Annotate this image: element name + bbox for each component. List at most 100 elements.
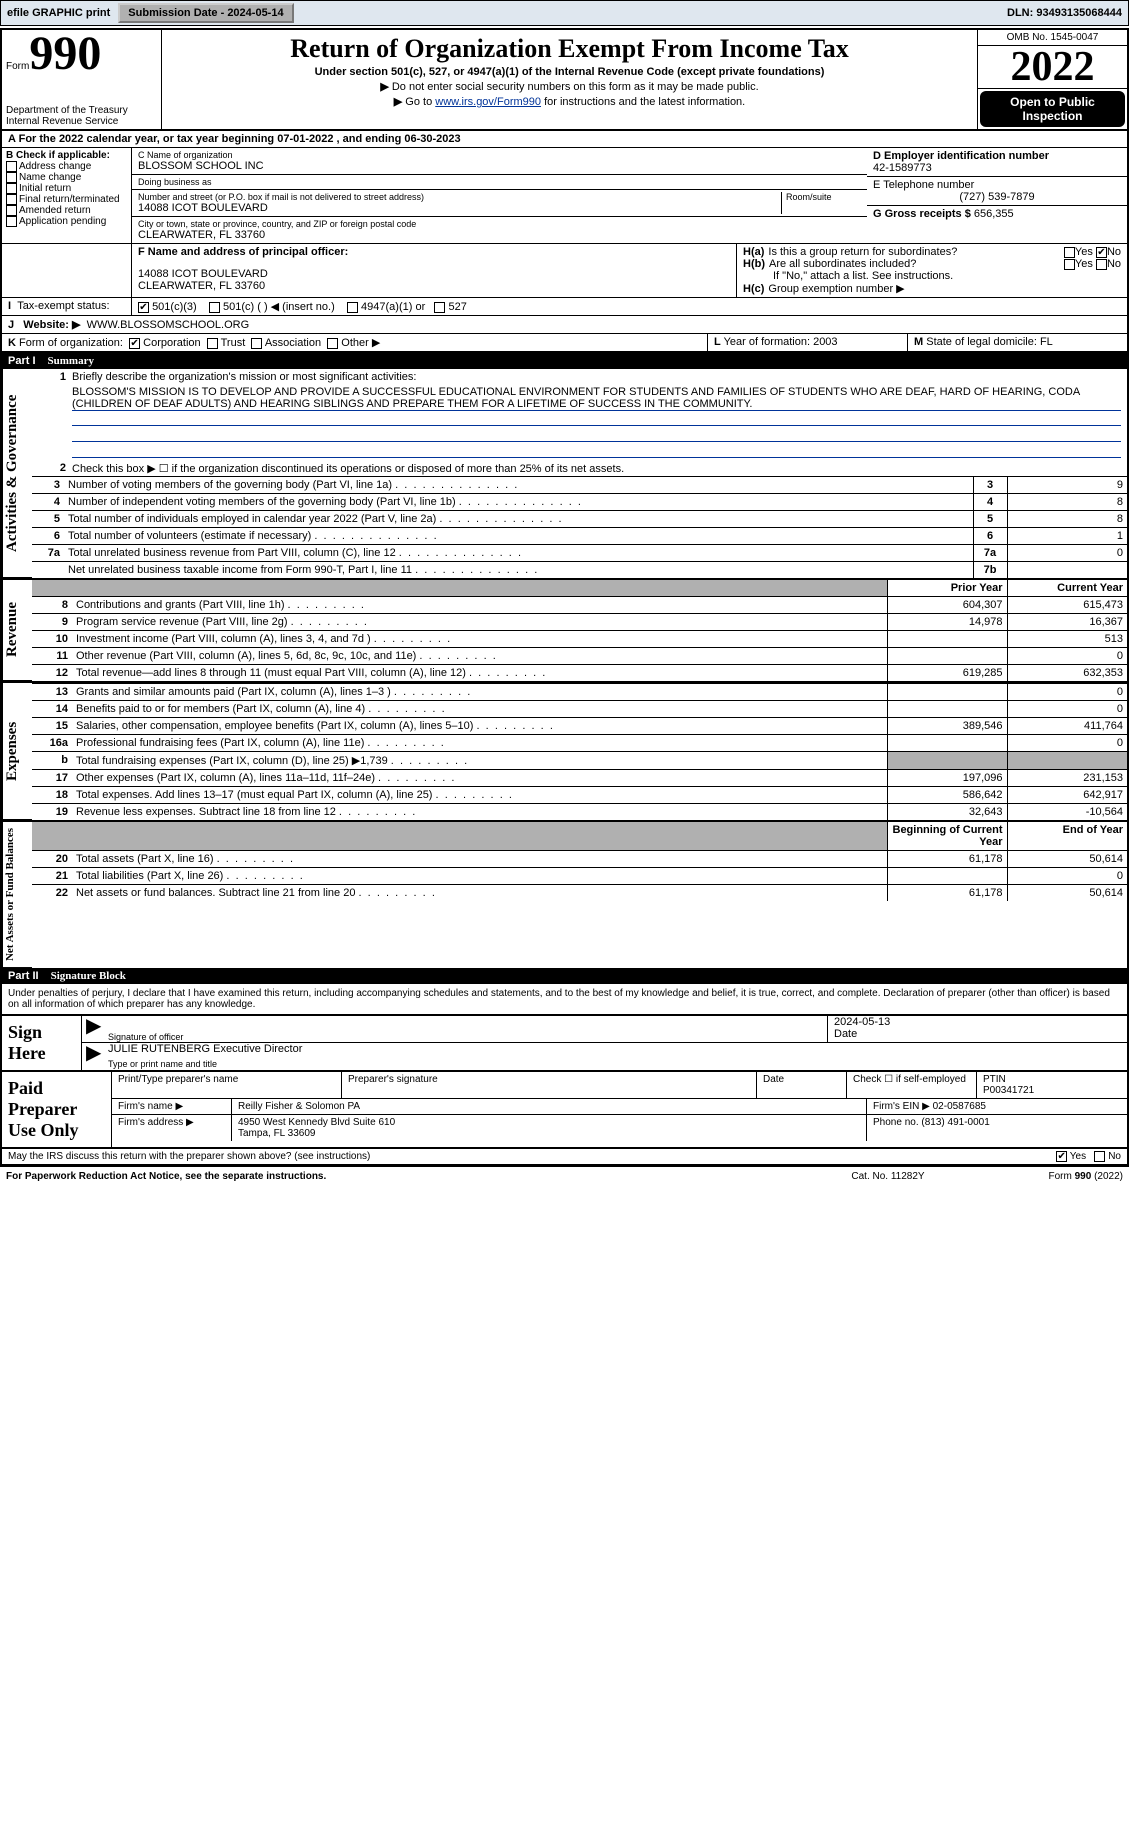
- table-row: 3Number of voting members of the governi…: [32, 477, 1127, 494]
- header-right: OMB No. 1545-0047 2022 Open to Public In…: [977, 30, 1127, 129]
- vtab-expenses: Expenses: [2, 683, 32, 820]
- line-2: 2 Check this box ▶ ☐ if the organization…: [32, 460, 1127, 476]
- table-row: 16aProfessional fundraising fees (Part I…: [32, 735, 1127, 752]
- f-spacer: [2, 244, 132, 297]
- cb-initial-return[interactable]: Initial return: [6, 183, 127, 194]
- org-identity-column: C Name of organization BLOSSOM SCHOOL IN…: [132, 148, 867, 243]
- table-row: 17Other expenses (Part IX, column (A), l…: [32, 770, 1127, 787]
- hb-note: If "No," attach a list. See instructions…: [743, 270, 1121, 282]
- cb-address-change[interactable]: Address change: [6, 161, 127, 172]
- gross-receipts-cell: G Gross receipts $ 656,355: [867, 206, 1127, 222]
- dba-cell: Doing business as: [132, 175, 867, 190]
- arrow-icon: ▶: [82, 1043, 102, 1069]
- vtab-activities: Activities & Governance: [2, 369, 32, 578]
- year-header-row: Prior Year Current Year: [32, 580, 1127, 597]
- discuss-row: May the IRS discuss this return with the…: [2, 1149, 1127, 1165]
- officer-name-field: JULIE RUTENBERG Executive Director Type …: [102, 1043, 1127, 1069]
- form-title: Return of Organization Exempt From Incom…: [168, 34, 971, 64]
- table-row: 4Number of independent voting members of…: [32, 494, 1127, 511]
- part-i-header: Part I Summary: [2, 353, 1127, 369]
- table-row: 12Total revenue—add lines 8 through 11 (…: [32, 665, 1127, 682]
- firm-ein: Firm's EIN ▶ 02-0587685: [867, 1099, 1127, 1114]
- table-row: 9Program service revenue (Part VIII, lin…: [32, 614, 1127, 631]
- cb-application-pending[interactable]: Application pending: [6, 216, 127, 227]
- cb-527[interactable]: [434, 302, 445, 313]
- note-irs-link: ▶ Go to www.irs.gov/Form990 for instruct…: [168, 95, 971, 108]
- revenue-block: Revenue Prior Year Current Year 8Contrib…: [2, 578, 1127, 681]
- tax-year: 2022: [978, 46, 1127, 89]
- tax-exempt-status-row: I Tax-exempt status: 501(c)(3) 501(c) ( …: [2, 298, 1127, 316]
- summary-lines: 1 Briefly describe the organization's mi…: [32, 369, 1127, 578]
- cb-association[interactable]: [251, 338, 262, 349]
- form-footer: For Paperwork Reduction Act Notice, see …: [0, 1169, 1129, 1184]
- cb-amended-return[interactable]: Amended return: [6, 205, 127, 216]
- table-row: 18Total expenses. Add lines 13–17 (must …: [32, 787, 1127, 804]
- cb-501c3[interactable]: [138, 302, 149, 313]
- line-1: 1 Briefly describe the organization's mi…: [32, 369, 1127, 384]
- irs-gov-link[interactable]: www.irs.gov/Form990: [435, 96, 541, 108]
- ein-cell: D Employer identification number 42-1589…: [867, 148, 1127, 177]
- discuss-yes-checkbox[interactable]: [1056, 1151, 1067, 1162]
- gross-receipts-value: 656,355: [974, 208, 1014, 220]
- mission-blank-3: [72, 444, 1121, 458]
- penalty-statement: Under penalties of perjury, I declare th…: [2, 984, 1127, 1014]
- table-row: 19Revenue less expenses. Subtract line 1…: [32, 804, 1127, 821]
- tax-period-row: A For the 2022 calendar year, or tax yea…: [2, 131, 1127, 148]
- submission-date-button[interactable]: Submission Date - 2024-05-14: [118, 3, 293, 23]
- website-url: WWW.BLOSSOMSCHOOL.ORG: [87, 319, 250, 331]
- vtab-net-assets: Net Assets or Fund Balances: [2, 822, 32, 968]
- part-ii-header: Part II Signature Block: [2, 968, 1127, 984]
- ha-no-checkbox[interactable]: [1096, 247, 1107, 258]
- form-footer-label: Form 990 (2022): [963, 1171, 1123, 1182]
- cb-4947[interactable]: [347, 302, 358, 313]
- paid-preparer-rows: Print/Type preparer's name Preparer's si…: [112, 1072, 1127, 1147]
- firm-name-value: Reilly Fisher & Solomon PA: [232, 1099, 867, 1114]
- prep-ptin: PTINP00341721: [977, 1072, 1127, 1098]
- officer-signature-field[interactable]: Signature of officer: [102, 1016, 827, 1042]
- form-of-org-row: K Form of organization: Corporation Trus…: [2, 334, 1127, 353]
- prep-sig-header: Preparer's signature: [342, 1072, 757, 1098]
- table-row: 7aTotal unrelated business revenue from …: [32, 545, 1127, 562]
- prep-self-employed[interactable]: Check ☐ if self-employed: [847, 1072, 977, 1098]
- firm-addr: 4950 West Kennedy Blvd Suite 610 Tampa, …: [232, 1115, 867, 1141]
- mission-blank-2: [72, 428, 1121, 442]
- table-row: 13Grants and similar amounts paid (Part …: [32, 684, 1127, 701]
- period-label-a: A: [8, 133, 16, 145]
- paid-preparer-label: Paid Preparer Use Only: [2, 1072, 112, 1147]
- efile-top-bar: efile GRAPHIC print Submission Date - 20…: [0, 0, 1129, 26]
- header-center: Return of Organization Exempt From Incom…: [162, 30, 977, 129]
- principal-officer: F Name and address of principal officer:…: [132, 244, 737, 297]
- phone-cell: E Telephone number (727) 539-7879: [867, 177, 1127, 206]
- table-row: 21Total liabilities (Part X, line 26)0: [32, 868, 1127, 885]
- prep-date-header: Date: [757, 1072, 847, 1098]
- open-to-public-badge: Open to Public Inspection: [980, 91, 1125, 127]
- table-row: Net unrelated business taxable income fr…: [32, 562, 1127, 579]
- group-return-section: H(a) Is this a group return for subordin…: [737, 244, 1127, 297]
- dln-label: DLN: 93493135068444: [1007, 7, 1122, 19]
- net-assets-block: Net Assets or Fund Balances Beginning of…: [2, 820, 1127, 968]
- cb-corporation[interactable]: [129, 338, 140, 349]
- activities-governance-block: Activities & Governance 1 Briefly descri…: [2, 369, 1127, 578]
- expenses-block: Expenses 13Grants and similar amounts pa…: [2, 681, 1127, 820]
- catalog-number: Cat. No. 11282Y: [813, 1171, 963, 1182]
- firm-name-label: Firm's name ▶: [112, 1099, 232, 1114]
- sign-here-label: Sign Here: [2, 1016, 82, 1070]
- city-cell: City or town, state or province, country…: [132, 217, 867, 243]
- header-left: Form 990 Department of the Treasury Inte…: [2, 30, 162, 129]
- cb-501c[interactable]: [209, 302, 220, 313]
- officer-addr2: CLEARWATER, FL 33760: [138, 280, 730, 292]
- form-number: 990: [29, 32, 101, 75]
- cb-trust[interactable]: [207, 338, 218, 349]
- cb-name-change[interactable]: Name change: [6, 172, 127, 183]
- paid-preparer-grid: Paid Preparer Use Only Print/Type prepar…: [2, 1072, 1127, 1149]
- street-address-cell: Number and street (or P.O. box if mail i…: [132, 190, 867, 217]
- cb-final-return[interactable]: Final return/terminated: [6, 194, 127, 205]
- table-row: 22Net assets or fund balances. Subtract …: [32, 885, 1127, 902]
- discuss-no-checkbox[interactable]: [1094, 1151, 1105, 1162]
- org-name-cell: C Name of organization BLOSSOM SCHOOL IN…: [132, 148, 867, 175]
- identity-grid: B Check if applicable: Address change Na…: [2, 148, 1127, 244]
- na-year-header-row: Beginning of Current Year End of Year: [32, 822, 1127, 851]
- section-b-header: B Check if applicable:: [6, 150, 127, 161]
- cb-other[interactable]: [327, 338, 338, 349]
- vtab-revenue: Revenue: [2, 580, 32, 681]
